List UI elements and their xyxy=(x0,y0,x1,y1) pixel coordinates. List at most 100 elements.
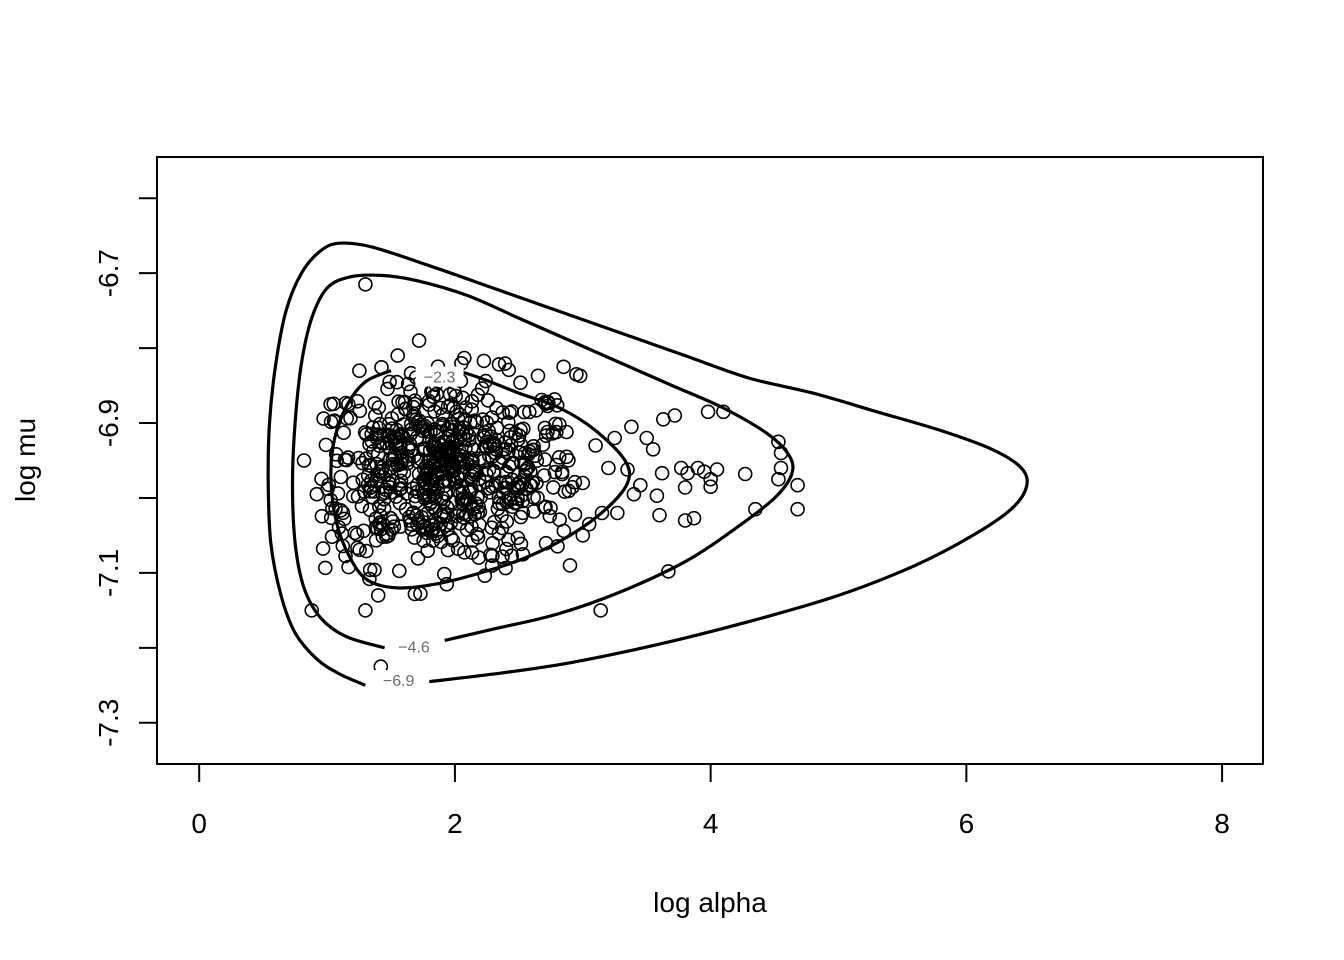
data-point xyxy=(318,437,334,453)
data-point xyxy=(456,350,472,366)
data-point xyxy=(411,513,426,529)
data-point xyxy=(423,461,439,476)
data-point xyxy=(354,498,370,514)
data-point xyxy=(445,495,460,510)
data-point xyxy=(397,394,413,410)
data-point xyxy=(370,588,386,603)
data-point xyxy=(454,492,469,507)
data-point xyxy=(543,500,558,516)
data-point xyxy=(400,376,416,392)
data-point xyxy=(480,393,496,408)
data-point xyxy=(479,415,495,430)
data-point xyxy=(457,411,473,427)
data-point xyxy=(737,466,753,482)
data-point xyxy=(575,475,591,491)
data-point xyxy=(433,508,449,524)
data-point xyxy=(352,403,368,419)
data-point xyxy=(485,548,500,564)
data-point xyxy=(405,505,421,521)
data-point xyxy=(499,494,515,510)
data-point xyxy=(620,462,635,477)
data-point xyxy=(498,442,513,457)
data-point xyxy=(433,400,448,416)
data-point xyxy=(607,430,623,446)
data-point xyxy=(716,404,731,420)
data-point xyxy=(515,546,531,562)
data-point xyxy=(538,535,554,551)
data-point xyxy=(654,465,670,481)
x-tick-label: 4 xyxy=(703,808,719,839)
data-point xyxy=(376,501,392,517)
data-point xyxy=(455,390,471,406)
data-point xyxy=(372,468,388,484)
data-point xyxy=(655,411,671,427)
x-axis-title: log alpha xyxy=(653,887,767,918)
data-point xyxy=(499,514,515,529)
data-point xyxy=(374,359,389,375)
data-point xyxy=(340,450,356,465)
data-point xyxy=(567,507,583,522)
contour-labels: −2.3 −4.6 −6.9 xyxy=(374,366,464,691)
data-point xyxy=(530,368,546,384)
data-point xyxy=(362,562,378,578)
data-point xyxy=(382,480,398,495)
data-point xyxy=(510,530,526,546)
data-point xyxy=(362,484,378,499)
data-point xyxy=(709,462,725,477)
data-point xyxy=(515,493,531,509)
data-point xyxy=(486,463,502,479)
data-point xyxy=(439,576,455,592)
data-point xyxy=(554,464,570,480)
data-point xyxy=(436,566,452,582)
data-point xyxy=(501,362,517,378)
data-point xyxy=(484,558,500,573)
data-point xyxy=(333,469,349,485)
data-point xyxy=(500,414,516,430)
data-point xyxy=(515,421,531,437)
data-point xyxy=(358,603,373,618)
data-point xyxy=(452,516,468,531)
data-point xyxy=(440,399,456,415)
data-point xyxy=(363,458,379,474)
data-point xyxy=(536,468,552,483)
data-point xyxy=(552,512,567,528)
data-point xyxy=(333,503,349,518)
data-point xyxy=(314,508,330,524)
data-point xyxy=(474,381,490,396)
data-point xyxy=(748,501,763,517)
contour-line xyxy=(266,241,1029,687)
data-point xyxy=(441,440,457,455)
x-tick-label: 0 xyxy=(191,808,207,839)
data-point xyxy=(405,408,421,424)
data-point xyxy=(420,416,435,431)
data-point xyxy=(375,516,391,532)
data-point xyxy=(367,562,382,578)
contour-line xyxy=(290,273,795,650)
data-point xyxy=(407,586,423,602)
data-point xyxy=(545,480,561,495)
data-point xyxy=(386,429,402,445)
data-point xyxy=(422,496,438,512)
data-point xyxy=(559,424,574,440)
data-point xyxy=(350,540,365,556)
data-point xyxy=(528,402,544,418)
data-point xyxy=(411,333,427,348)
data-point xyxy=(365,420,381,435)
contour-label: −6.9 xyxy=(383,673,415,690)
data-point xyxy=(489,400,504,416)
data-point xyxy=(478,373,494,389)
contour-label: −2.3 xyxy=(424,370,456,387)
data-point xyxy=(771,471,786,487)
x-tick-label: 6 xyxy=(959,808,975,839)
data-point xyxy=(340,396,356,412)
data-point xyxy=(396,465,412,481)
data-point xyxy=(369,430,385,446)
data-point xyxy=(572,368,588,384)
data-point xyxy=(530,490,545,506)
data-points xyxy=(296,277,805,674)
data-point xyxy=(449,469,465,484)
data-point xyxy=(315,541,331,556)
data-point xyxy=(323,414,339,430)
data-point xyxy=(624,419,639,435)
